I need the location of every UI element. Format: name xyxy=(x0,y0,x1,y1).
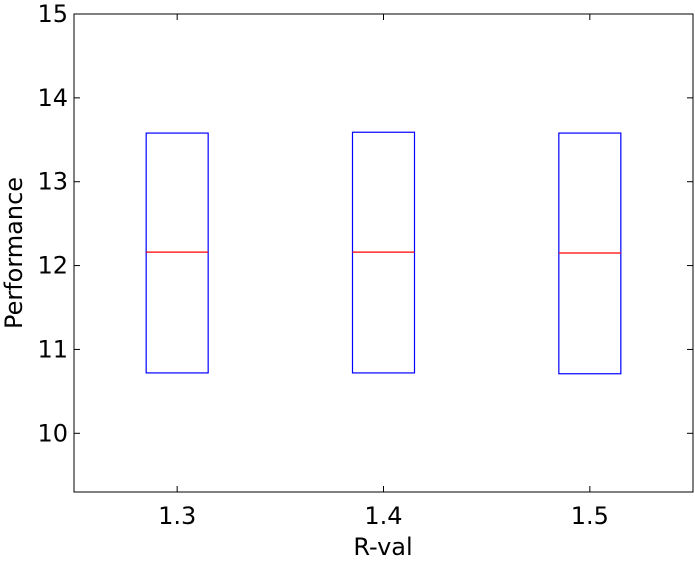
x-tick-labels: 1.3 1.4 1.5 xyxy=(158,502,609,530)
y-tick-label-12: 12 xyxy=(37,252,68,280)
box-1.3 xyxy=(145,132,209,374)
x-tick-label-1.5: 1.5 xyxy=(571,502,609,530)
x-tick-label-1.3: 1.3 xyxy=(158,502,196,530)
y-tick-labels: 10 11 12 13 14 15 xyxy=(37,0,68,447)
axis-ticks xyxy=(74,13,693,492)
y-tick-label-14: 14 xyxy=(37,84,68,112)
y-tick-label-13: 13 xyxy=(37,168,68,196)
x-axis-label: R-val xyxy=(353,533,412,561)
y-axis-label: Performance xyxy=(0,177,28,329)
y-tick-label-10: 10 xyxy=(37,419,68,447)
boxes xyxy=(145,131,622,375)
x-tick-label-1.4: 1.4 xyxy=(364,502,402,530)
y-tick-label-15: 15 xyxy=(37,0,68,28)
y-tick-label-11: 11 xyxy=(37,335,68,363)
